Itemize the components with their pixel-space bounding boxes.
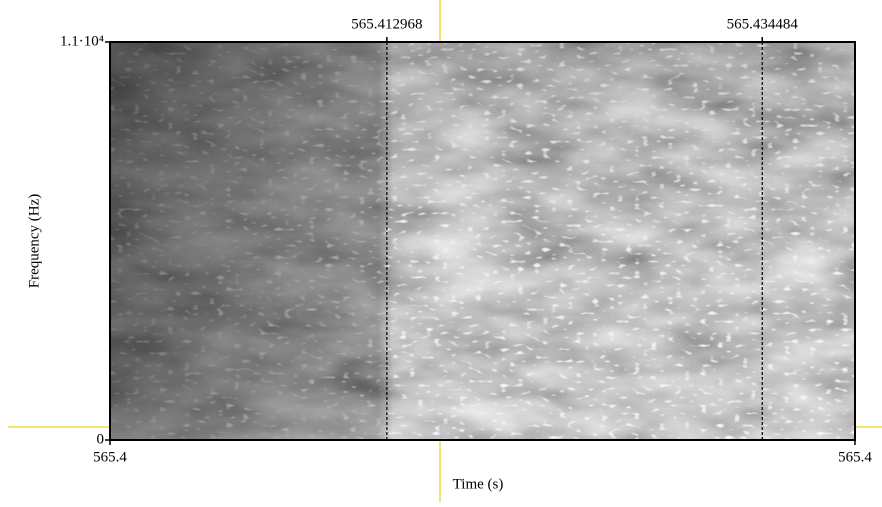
y-tick-label: 1.1·10⁴ xyxy=(60,33,104,49)
spectrogram xyxy=(110,42,855,440)
marker-label: 565.434484 xyxy=(727,16,799,32)
x-axis-label: Time (s) xyxy=(453,476,504,492)
plot-frame xyxy=(109,41,856,441)
y-axis-label: Frequency (Hz) xyxy=(26,194,42,289)
spectrogram-shade xyxy=(110,42,855,440)
marker-label: 565.412968 xyxy=(351,16,422,32)
x-tick-label: 565.4 xyxy=(93,449,127,465)
y-tick-label: 0 xyxy=(97,431,105,447)
x-tick-label: 565.4 xyxy=(838,449,872,465)
